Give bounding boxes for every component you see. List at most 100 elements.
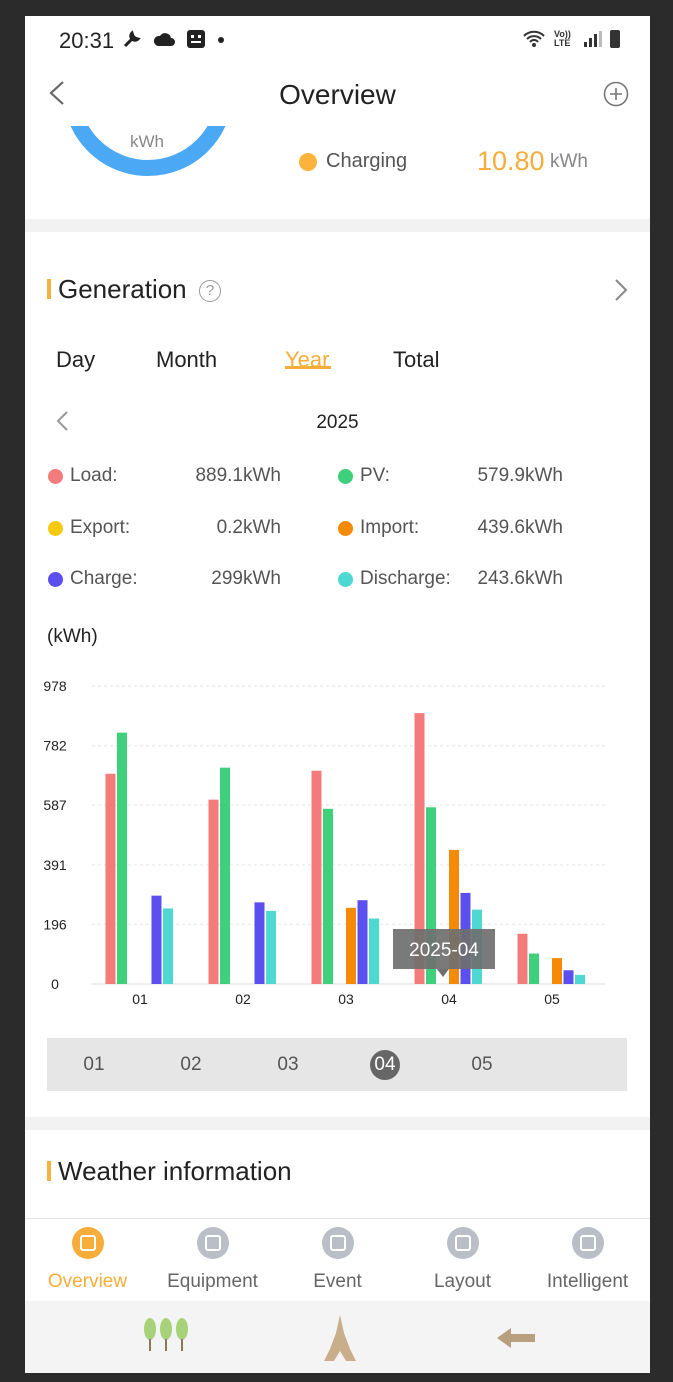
- status-time: 20:31: [59, 28, 115, 53]
- generation-title: Generation: [58, 274, 187, 304]
- nav-overview[interactable]: Overview: [25, 1219, 150, 1302]
- month-chip-label: 04: [374, 1054, 396, 1075]
- bar-load-03: [311, 770, 322, 984]
- nav-equipment[interactable]: Equipment: [150, 1219, 275, 1302]
- import-dot: [338, 521, 353, 536]
- bar-load-04: [414, 713, 425, 984]
- tab-month[interactable]: Month: [156, 347, 218, 372]
- generation-card: Generation ? Day Month Year Total 2025 L…: [25, 232, 650, 1117]
- stat-label: Charge:: [70, 568, 138, 589]
- month-chip-label: 02: [180, 1054, 202, 1075]
- system-navigation-bar: [25, 1301, 650, 1373]
- trees-icon[interactable]: [141, 1315, 191, 1359]
- tower-icon[interactable]: [322, 1313, 358, 1363]
- chevron-right-icon[interactable]: [610, 276, 630, 304]
- nav-label: Equipment: [167, 1271, 258, 1292]
- bar-discharge-01: [163, 908, 173, 984]
- stat-charge: Charge: 299kWh: [48, 567, 281, 593]
- y-tick-label: 978: [43, 678, 67, 694]
- network-icon: [447, 1227, 479, 1259]
- generation-bar-chart[interactable]: 978 782 587 391 196 0 01 02 03 04 05 2025-04: [25, 662, 650, 1012]
- bar-charge-05: [563, 970, 574, 984]
- x-tick-label: 03: [338, 991, 354, 1007]
- bar-charge-03: [357, 900, 368, 984]
- export-dot: [48, 521, 63, 536]
- stat-label: Export:: [70, 517, 131, 538]
- bar-import-04: [449, 849, 459, 984]
- tab-total[interactable]: Total: [393, 347, 440, 372]
- pv-dot: [338, 469, 353, 484]
- charging-label: Charging: [326, 150, 408, 172]
- stat-label: Discharge:: [360, 568, 451, 589]
- bar-import-05: [552, 958, 562, 984]
- bar-pv-01: [117, 732, 127, 984]
- stat-label: PV:: [360, 465, 390, 486]
- load-dot: [48, 469, 63, 484]
- background-app: [0, 0, 25, 1382]
- y-tick-label: 0: [51, 976, 59, 992]
- bar-load-01: [105, 773, 116, 984]
- section-accent-bar: [47, 1161, 51, 1181]
- previous-year-icon[interactable]: [53, 407, 73, 435]
- wrench-icon: [123, 30, 141, 48]
- bar-pv-05: [529, 953, 539, 984]
- x-tick-label: 04: [441, 991, 457, 1007]
- period-tabs: Day Month Year Total: [25, 347, 650, 387]
- status-bar: 20:31 Vo)) LTE: [25, 16, 650, 66]
- bar-load-05: [517, 933, 528, 984]
- nav-layout[interactable]: Layout: [400, 1219, 525, 1302]
- nav-label: Event: [313, 1271, 362, 1292]
- y-tick-label: 196: [43, 916, 67, 932]
- month-chip-01[interactable]: 01: [69, 1038, 119, 1091]
- battery-icon: [610, 30, 620, 48]
- bar-charge-01: [151, 895, 162, 984]
- bar-pv-04: [426, 807, 436, 984]
- bar-discharge-05: [575, 974, 585, 984]
- stat-value: 243.6kWh: [477, 568, 563, 589]
- stat-pv: PV: 579.9kWh: [338, 464, 563, 490]
- tab-day[interactable]: Day: [56, 347, 96, 372]
- equipment-icon: [197, 1227, 229, 1259]
- nav-label: Intelligent: [546, 1271, 629, 1292]
- status-right-icons: Vo)) LTE: [522, 29, 620, 49]
- chart-unit-label: (kWh): [47, 626, 98, 647]
- tab-year[interactable]: Year: [285, 347, 330, 372]
- weather-title: Weather information: [58, 1156, 292, 1186]
- y-tick-label: 391: [43, 857, 67, 873]
- year-label: 2025: [316, 412, 359, 433]
- status-left-icons: [121, 28, 226, 50]
- nav-intelligent[interactable]: Intelligent: [525, 1219, 650, 1302]
- nav-label: Layout: [433, 1271, 492, 1292]
- stat-import: Import: 439.6kWh: [338, 516, 563, 542]
- y-tick-label: 782: [43, 738, 67, 754]
- stat-value: 439.6kWh: [477, 517, 563, 538]
- month-chip-04[interactable]: 04: [360, 1038, 410, 1091]
- stat-value: 579.9kWh: [477, 465, 563, 486]
- face-icon: [187, 30, 206, 49]
- stat-value: 889.1kWh: [195, 465, 281, 486]
- section-accent-bar: [47, 279, 51, 299]
- month-chip-05[interactable]: 05: [457, 1038, 507, 1091]
- back-arrow-icon[interactable]: [495, 1325, 537, 1351]
- stat-export: Export: 0.2kWh: [48, 516, 281, 542]
- add-icon[interactable]: [602, 80, 630, 108]
- bottom-navigation: Overview Equipment Event Layout Intellig…: [25, 1218, 650, 1301]
- chart-tooltip-text: 2025-04: [409, 940, 479, 961]
- page-title: Overview: [279, 79, 396, 110]
- month-chip-02[interactable]: 02: [166, 1038, 216, 1091]
- back-icon[interactable]: [43, 78, 73, 108]
- bar-discharge-02: [266, 910, 276, 984]
- stat-load: Load: 889.1kWh: [48, 464, 281, 490]
- stat-discharge: Discharge: 243.6kWh: [338, 567, 563, 593]
- month-chip-03[interactable]: 03: [263, 1038, 313, 1091]
- document-icon: [322, 1227, 354, 1259]
- stat-label: Load:: [70, 465, 118, 486]
- help-icon[interactable]: ?: [199, 280, 221, 302]
- nav-label: Overview: [47, 1271, 128, 1292]
- bar-pv-03: [323, 808, 333, 984]
- discharge-dot: [338, 572, 353, 587]
- charging-value: 10.80: [477, 146, 545, 176]
- nav-event[interactable]: Event: [275, 1219, 400, 1302]
- energy-summary-card: kWh Charging 10.80 kWh: [25, 126, 650, 219]
- bar-pv-02: [220, 767, 230, 984]
